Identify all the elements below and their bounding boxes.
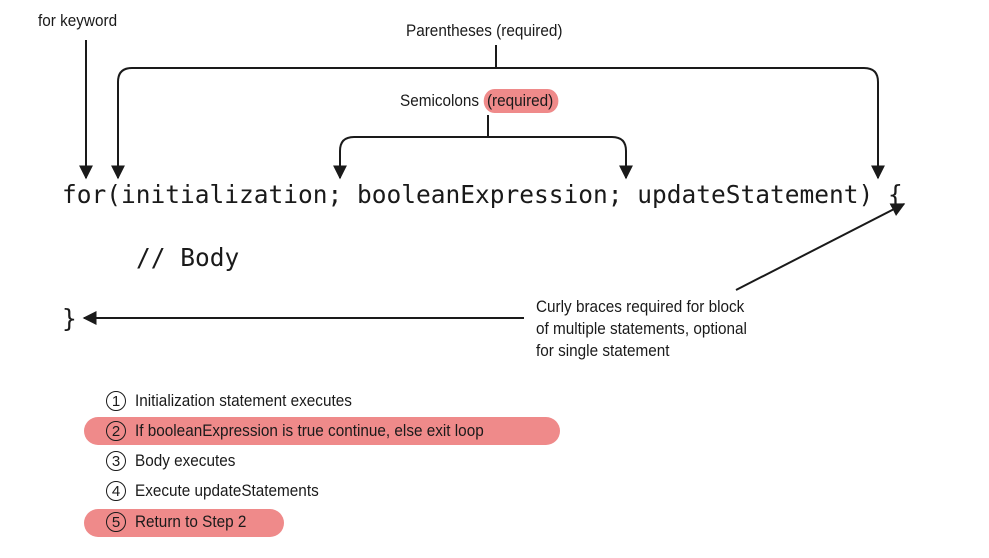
semicolons-bracket xyxy=(333,136,633,180)
closing-brace-code: } xyxy=(62,304,77,333)
parentheses-label: Parentheses (required) xyxy=(406,21,563,40)
step-5-number-badge: 5 xyxy=(106,512,126,532)
step-2-highlight xyxy=(84,417,560,445)
curly-braces-line-2: of multiple statements, optional xyxy=(536,319,747,338)
step-4: 4 Execute updateStatements xyxy=(106,479,339,503)
curly-braces-line-3: for single statement xyxy=(536,341,670,360)
step-2: 2 If booleanExpression is true continue,… xyxy=(106,419,522,443)
for-statement-code: for(initialization; booleanExpression; u… xyxy=(62,180,903,209)
step-2-text: If booleanExpression is true continue, e… xyxy=(135,421,484,440)
step-4-number-badge: 4 xyxy=(106,481,126,501)
step-4-text: Execute updateStatements xyxy=(135,481,319,500)
step-3-number-badge: 3 xyxy=(106,451,126,471)
open-brace-arrow xyxy=(735,203,906,291)
semicolons-text: Semicolons xyxy=(400,91,480,110)
for-keyword-label: for keyword xyxy=(38,11,118,30)
step-1-number-badge: 1 xyxy=(106,391,126,411)
curly-braces-line-1: Curly braces required for block xyxy=(536,297,745,316)
semicolons-required-highlight: (required) xyxy=(483,89,559,113)
step-5-text: Return to Step 2 xyxy=(135,512,247,531)
step-3: 3 Body executes xyxy=(106,449,247,473)
step-2-number-badge: 2 xyxy=(106,421,126,441)
step-5: 5 Return to Step 2 xyxy=(106,510,259,534)
parentheses-bracket xyxy=(111,67,885,180)
step-1: 1 Initialization statement executes xyxy=(106,389,376,413)
semicolons-label: Semicolons (required) xyxy=(400,89,559,113)
body-comment-code: // Body xyxy=(136,243,240,272)
step-3-text: Body executes xyxy=(135,451,236,470)
step-1-text: Initialization statement executes xyxy=(135,391,352,410)
